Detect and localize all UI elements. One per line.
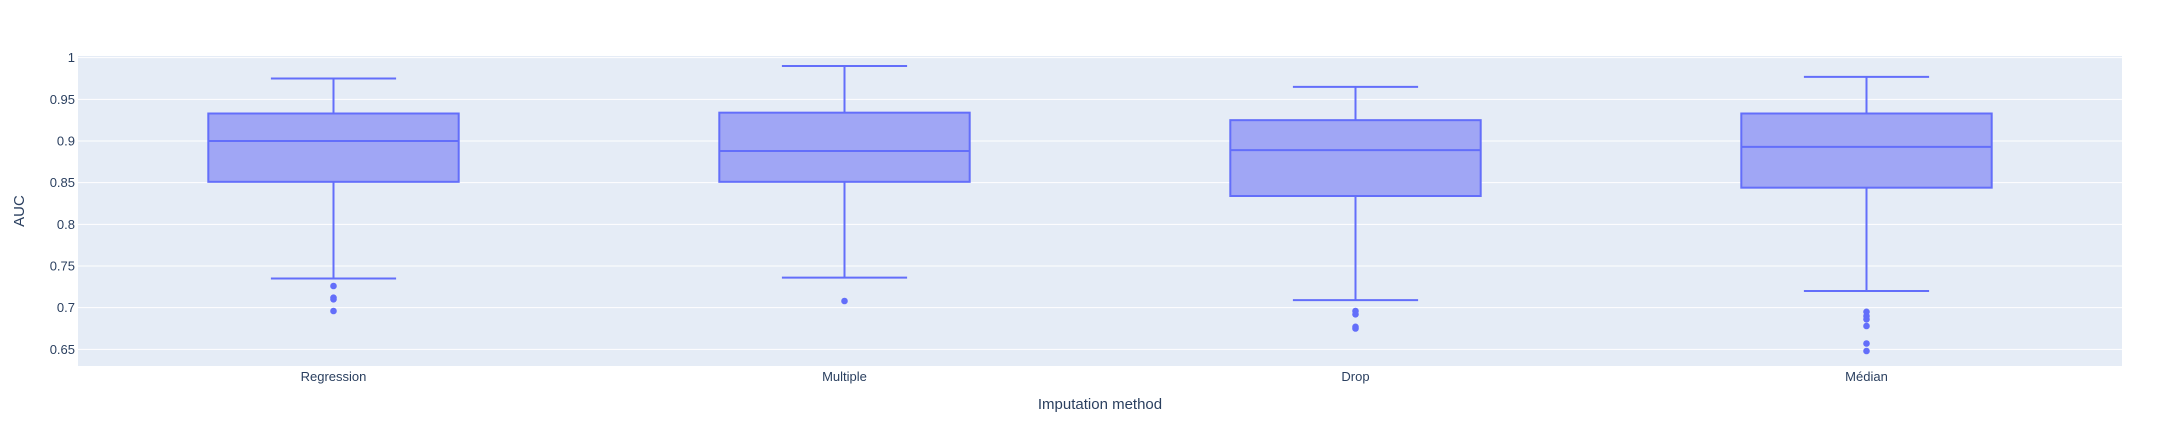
iqr-box <box>1229 119 1482 197</box>
outlier-point <box>1352 325 1359 332</box>
x-tick-label: Multiple <box>822 369 867 384</box>
outlier-point <box>841 297 848 305</box>
outlier-point <box>1863 340 1870 347</box>
y-tick-label: 0.95 <box>50 92 75 107</box>
y-tick-label: 0.85 <box>50 175 75 190</box>
y-axis-title: AUC <box>11 195 28 227</box>
outlier-point <box>1863 316 1870 323</box>
box-regression <box>207 77 460 315</box>
boxes <box>207 65 1993 355</box>
y-tick-labels: 0.65 0.7 0.75 0.8 0.85 0.9 0.95 1 <box>50 50 75 357</box>
plot-area <box>78 56 2122 366</box>
x-tick-label: Médian <box>1845 369 1888 384</box>
iqr-box <box>207 112 460 183</box>
outlier-point <box>1352 311 1359 318</box>
x-tick-labels: Regression Multiple Drop Médian <box>301 369 1888 384</box>
outlier-point <box>330 307 337 315</box>
iqr-box <box>718 111 971 183</box>
y-tick-label: 1 <box>68 50 75 65</box>
box-drop <box>1229 85 1482 332</box>
iqr-box <box>1740 112 1993 189</box>
outlier-point <box>330 296 337 303</box>
y-tick-label: 0.75 <box>50 259 75 274</box>
x-tick-label: Drop <box>1341 369 1369 384</box>
y-tick-label: 0.8 <box>57 217 75 232</box>
box-médian <box>1740 75 1993 355</box>
outlier-point <box>330 282 337 290</box>
y-tick-label: 0.7 <box>57 300 75 315</box>
outlier-point <box>1863 322 1870 330</box>
x-axis-title: Imputation method <box>1038 396 1162 413</box>
x-tick-label: Regression <box>301 369 367 384</box>
outlier-point <box>1863 347 1870 355</box>
y-tick-label: 0.65 <box>50 342 75 357</box>
y-tick-label: 0.9 <box>57 134 75 149</box>
box-multiple <box>718 65 971 305</box>
